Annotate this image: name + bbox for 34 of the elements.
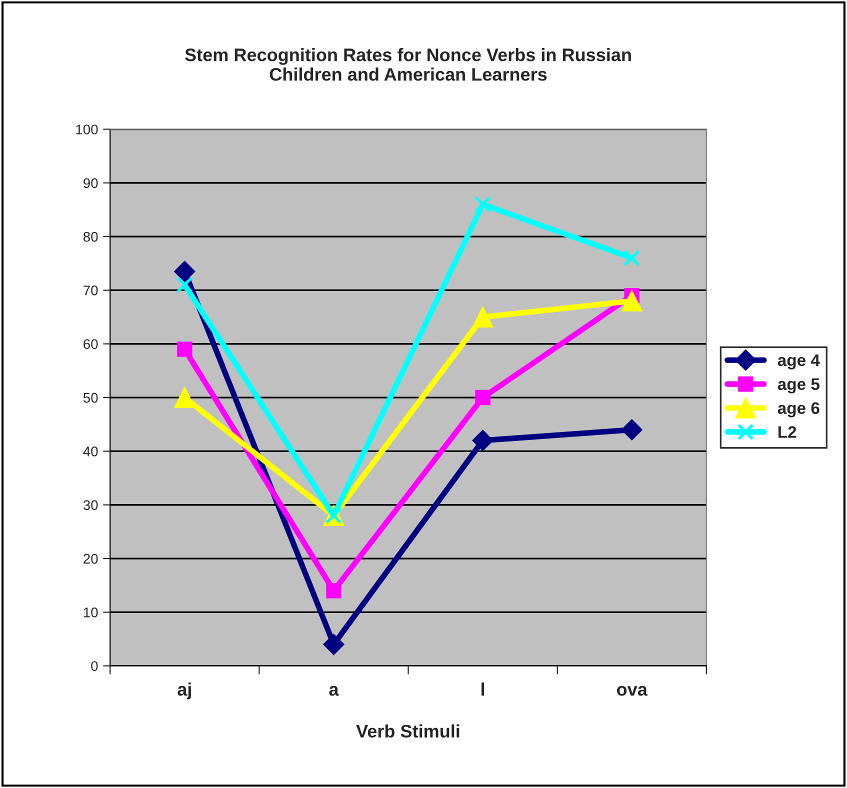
x-tick-label: l [482,682,484,696]
chart-title: Stem Recognition Rates for Nonce Verbs in Russian Children and American Learners [185,48,631,81]
y-tick-label: 70 [84,286,98,296]
point [323,634,344,655]
point [326,583,342,598]
point [475,390,490,406]
y-tick-label: 40 [83,446,98,456]
x-axis-title: Verb Stimuli [356,724,460,738]
point [474,196,492,213]
point [472,306,494,328]
point [624,250,640,266]
x-tick-label: ova [617,686,648,696]
y-tick-label: 90 [84,178,98,188]
x-tick-label: a [329,686,339,696]
point [621,290,642,312]
y-tick-label: 100 [76,124,98,134]
y-tick-label: 30 [83,500,98,510]
y-tick-label: 80 [83,232,98,242]
y-tick-label: 50 [83,392,98,403]
point [176,276,193,294]
legend-label: age 4 [778,354,820,370]
y-tick-label: 60 [84,339,98,350]
point [174,260,196,282]
legend-label: age 5 [778,378,820,394]
point [177,342,192,357]
y-tick-label: 20 [84,554,98,564]
legend-label: age 6 [778,402,820,418]
point [472,430,494,451]
x-tick-label: aj [178,682,191,700]
y-tick-label: 0 [91,661,98,672]
legend-label: L2 [778,426,796,438]
point [174,387,196,408]
point [621,419,642,440]
y-tick-label: 10 [84,608,98,618]
